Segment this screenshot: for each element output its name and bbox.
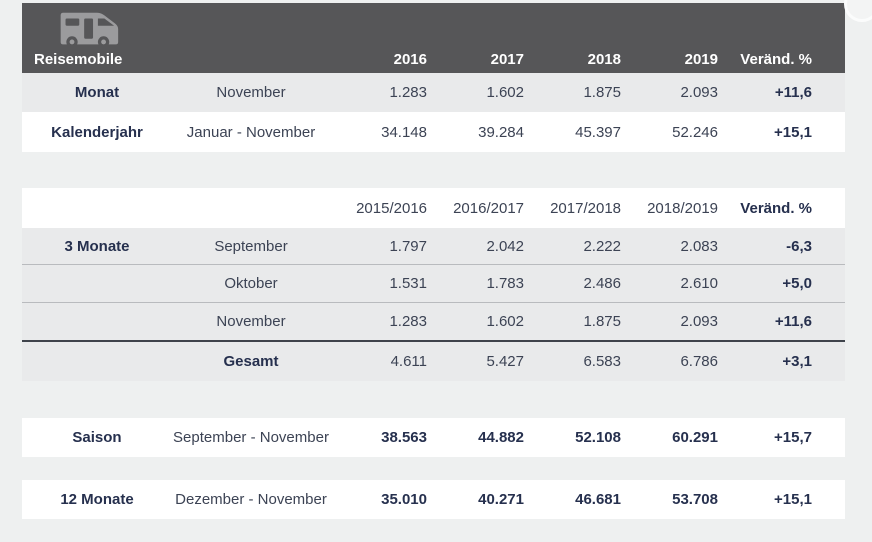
table-row-september: 3 Monate September 1.797 2.042 2.222 2.0… [22,228,845,264]
table-header: Reisemobile 2016 2017 2018 2019 Veränd. … [22,3,845,73]
value-cell: 39.284 [478,123,524,141]
value-cell: 1.875 [583,313,621,330]
value-cell: 52.246 [672,123,718,141]
table-row-gesamt: Gesamt 4.611 5.427 6.583 6.786 +3,1 [22,342,845,381]
value-cell: 1.531 [389,275,427,292]
value-cell: 1.783 [486,275,524,292]
season-col-header: 2018/2019 [647,199,718,217]
row-separator [22,302,845,303]
value-cell: 45.397 [575,123,621,141]
table-row-12-monate: 12 Monate Dezember - November 35.010 40.… [22,480,845,519]
change-cell: +15,7 [774,429,812,446]
value-cell: 1.283 [389,313,427,330]
row-period: Dezember - November [175,491,327,508]
value-cell: 34.148 [381,123,427,141]
row-period: September - November [173,429,329,446]
year-header: 2017 [490,51,524,68]
year-header: 2016 [393,51,427,68]
row-label: 12 Monate [60,491,134,508]
table-row-kalenderjahr: Kalenderjahr Januar - November 34.148 39… [22,112,845,152]
value-cell: 1.797 [389,237,427,255]
value-cell: 35.010 [381,491,427,508]
row-period: Oktober [224,275,278,292]
row-label: Kalenderjahr [51,123,143,141]
row-period: November [216,84,286,101]
change-cell: +15,1 [774,123,812,141]
registration-table: Reisemobile 2016 2017 2018 2019 Veränd. … [22,3,845,519]
value-cell: 2.610 [680,275,718,292]
value-cell: 5.427 [486,353,524,370]
value-cell: 2.093 [680,84,718,101]
change-header: Veränd. % [740,51,812,68]
value-cell: 1.283 [389,84,427,101]
table-title: Reisemobile [34,51,123,68]
floating-button[interactable] [844,0,872,22]
year-header: 2019 [684,51,718,68]
change-cell: +11,6 [774,313,812,330]
season-col-header: 2015/2016 [356,199,427,217]
header-row: Reisemobile 2016 2017 2018 2019 Veränd. … [22,46,845,73]
value-cell: 6.583 [583,353,621,370]
value-cell: 44.882 [478,429,524,446]
value-cell: 4.611 [390,353,427,370]
motorhome-icon [58,12,845,48]
value-cell: 2.486 [583,275,621,292]
value-cell: 53.708 [672,491,718,508]
value-cell: 1.602 [486,84,524,101]
change-cell: +15,1 [774,491,812,508]
row-period: September [214,237,288,255]
total-separator [22,340,845,342]
value-cell: 60.291 [672,429,718,446]
value-cell: 1.602 [486,313,524,330]
value-cell: 6.786 [680,353,718,370]
value-cell: 2.083 [680,237,718,255]
change-cell: +3,1 [782,353,812,370]
value-cell: 46.681 [575,491,621,508]
value-cell: 2.222 [583,237,621,255]
table-row-monat: Monat November 1.283 1.602 1.875 2.093 +… [22,73,845,112]
change-header: Veränd. % [740,199,812,217]
table-row-saison: Saison September - November 38.563 44.88… [22,418,845,457]
change-cell: -6,3 [786,237,812,255]
season-col-header: 2017/2018 [550,199,621,217]
row-label: Monat [74,84,120,101]
row-label: 3 Monate [64,237,130,255]
year-header: 2018 [587,51,621,68]
value-cell: 1.875 [583,84,621,101]
value-cell: 38.563 [381,429,427,446]
row-period: Januar - November [186,123,316,141]
value-cell: 2.042 [486,237,524,255]
row-period: November [216,313,286,330]
season-header-row: 2015/2016 2016/2017 2017/2018 2018/2019 … [22,188,845,228]
season-col-header: 2016/2017 [453,199,524,217]
value-cell: 52.108 [575,429,621,446]
row-period: Gesamt [223,353,279,370]
value-cell: 2.093 [680,313,718,330]
value-cell: 40.271 [478,491,524,508]
change-cell: +11,6 [774,84,812,101]
table-row-oktober: Oktober 1.531 1.783 2.486 2.610 +5,0 [22,265,845,302]
row-label: Saison [72,429,122,446]
row-separator [22,264,845,265]
change-cell: +5,0 [782,275,812,292]
table-row-november: November 1.283 1.602 1.875 2.093 +11,6 [22,303,845,340]
